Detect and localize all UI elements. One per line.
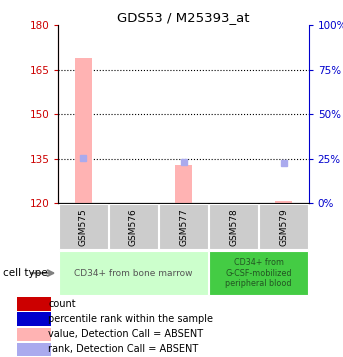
- Text: value, Detection Call = ABSENT: value, Detection Call = ABSENT: [48, 329, 203, 339]
- Text: GSM576: GSM576: [129, 208, 138, 246]
- Bar: [209, 205, 258, 249]
- Text: GSM578: GSM578: [229, 208, 238, 246]
- Text: CD34+ from bone marrow: CD34+ from bone marrow: [74, 268, 193, 278]
- Title: GDS53 / M25393_at: GDS53 / M25393_at: [117, 11, 250, 24]
- Bar: [275, 201, 293, 203]
- Text: count: count: [48, 299, 76, 309]
- Text: percentile rank within the sample: percentile rank within the sample: [48, 314, 213, 324]
- Bar: [17, 343, 51, 356]
- Text: GSM577: GSM577: [179, 208, 188, 246]
- Text: GSM579: GSM579: [279, 208, 288, 246]
- Bar: [74, 58, 92, 203]
- Text: CD34+ from
G-CSF-mobilized
peripheral blood: CD34+ from G-CSF-mobilized peripheral bl…: [225, 258, 292, 288]
- Bar: [17, 328, 51, 341]
- Bar: [259, 205, 308, 249]
- Bar: [17, 297, 51, 311]
- Bar: [17, 312, 51, 326]
- Text: cell type: cell type: [3, 268, 48, 278]
- Bar: [59, 205, 108, 249]
- Bar: [59, 251, 208, 295]
- Bar: [109, 205, 158, 249]
- Text: GSM575: GSM575: [79, 208, 88, 246]
- Bar: [209, 251, 308, 295]
- Bar: [159, 205, 208, 249]
- Bar: [175, 165, 192, 203]
- Text: rank, Detection Call = ABSENT: rank, Detection Call = ABSENT: [48, 345, 198, 355]
